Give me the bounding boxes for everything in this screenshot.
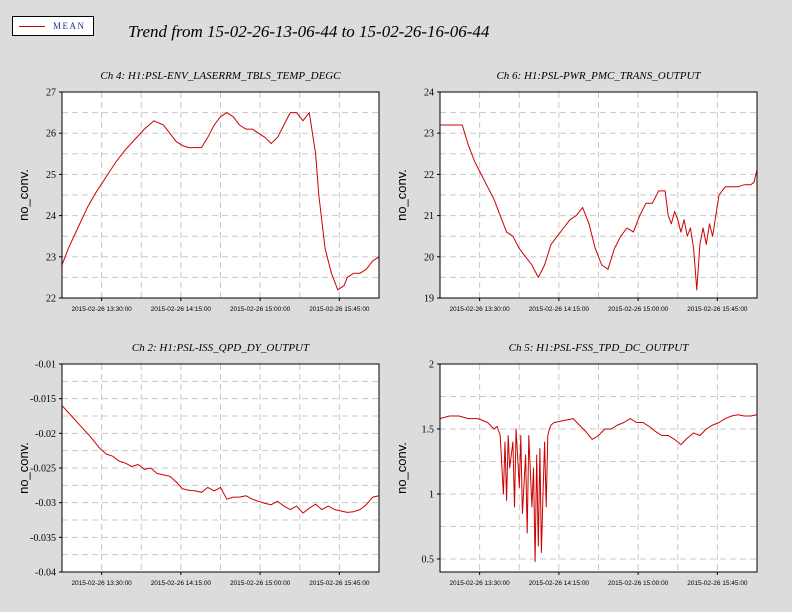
x-tick-label: 2015-02-26 13:30:00 [71,580,132,587]
y-tick-label: -0.01 [35,360,56,371]
series-line-1 [440,124,758,291]
y-axis-label: no_conv. [16,169,31,221]
y-tick-label: 27 [46,88,56,99]
y-axis-label: no_conv. [394,169,409,221]
chart-title: Ch 4: H1:PSL-ENV_LASERRM_TBLS_TEMP_DEGC [100,70,341,82]
series-line-1 [439,414,758,563]
chart-title: Ch 6: H1:PSL-PWR_PMC_TRANS_OUTPUT [496,70,701,82]
legend-line-swatch [19,26,45,27]
y-tick-label: -0.015 [30,394,56,405]
x-tick-label: 2015-02-26 15:45:00 [687,306,748,313]
x-tick-label: 2015-02-26 13:30:00 [449,306,510,313]
chart-2: Ch 6: H1:PSL-PWR_PMC_TRANS_OUTPUT 19 20 21 2… [394,70,758,313]
y-tick-label: 0.5 [422,555,435,566]
chart-title: Ch 2: H1:PSL-ISS_QPD_DY_OUTPUT [132,342,310,354]
x-tick-label: 2015-02-26 15:45:00 [309,580,370,587]
y-tick-label: 19 [424,294,434,305]
y-tick-label: -0.03 [35,498,56,509]
series-line-1 [61,405,380,514]
y-tick-label: 23 [46,252,56,263]
y-tick-label: 25 [46,170,56,181]
y-axis-label: no_conv. [394,442,409,494]
plot-frame [61,91,380,299]
page-title: Trend from 15-02-26-13-06-44 to 15-02-26… [128,22,490,41]
x-tick-label: 2015-02-26 14:15:00 [151,306,212,313]
chart-1: Ch 4: H1:PSL-ENV_LASERRM_TBLS_TEMP_DEGC 2… [16,70,380,313]
chart-3: Ch 2: H1:PSL-ISS_QPD_DY_OUTPUT -0.04 -0.03… [16,342,380,587]
x-tick-label: 2015-02-26 15:45:00 [309,306,370,313]
x-tick-label: 2015-02-26 14:15:00 [151,580,212,587]
x-tick-label: 2015-02-26 15:00:00 [608,306,669,313]
y-tick-label: 20 [424,252,434,263]
y-tick-label: 23 [424,129,434,140]
y-tick-label: -0.035 [30,533,56,544]
x-tick-label: 2015-02-26 15:00:00 [230,306,291,313]
x-tick-label: 2015-02-26 15:00:00 [230,580,291,587]
y-tick-label: 24 [424,88,434,99]
x-tick-label: 2015-02-26 13:30:00 [449,580,510,587]
y-tick-label: -0.02 [35,429,56,440]
y-tick-label: 21 [424,211,434,222]
y-tick-label: 26 [46,129,56,140]
x-tick-label: 2015-02-26 14:15:00 [529,580,590,587]
y-axis-label: no_conv. [16,442,31,494]
chart-4: Ch 5: H1:PSL-FSS_TPD_DC_OUTPUT 0.5 1 1.5 2 20… [394,342,758,587]
x-tick-label: 2015-02-26 15:00:00 [608,580,669,587]
x-tick-label: 2015-02-26 14:15:00 [529,306,590,313]
y-tick-label: 22 [424,170,434,181]
y-tick-label: 1 [429,490,434,501]
chart-title: Ch 5: H1:PSL-FSS_TPD_DC_OUTPUT [509,342,690,354]
y-tick-label: 1.5 [422,425,435,436]
plot-frame [439,91,758,299]
series-line-1 [61,112,380,291]
legend: MEAN [12,16,94,36]
y-tick-label: 24 [46,211,56,222]
x-tick-label: 2015-02-26 15:45:00 [687,580,748,587]
plot-frame [439,363,758,573]
y-tick-label: -0.025 [30,464,56,475]
x-tick-label: 2015-02-26 13:30:00 [71,306,132,313]
y-tick-label: 22 [46,294,56,305]
y-tick-label: -0.04 [35,568,56,579]
y-tick-label: 2 [429,360,434,371]
legend-label: MEAN [53,21,86,31]
